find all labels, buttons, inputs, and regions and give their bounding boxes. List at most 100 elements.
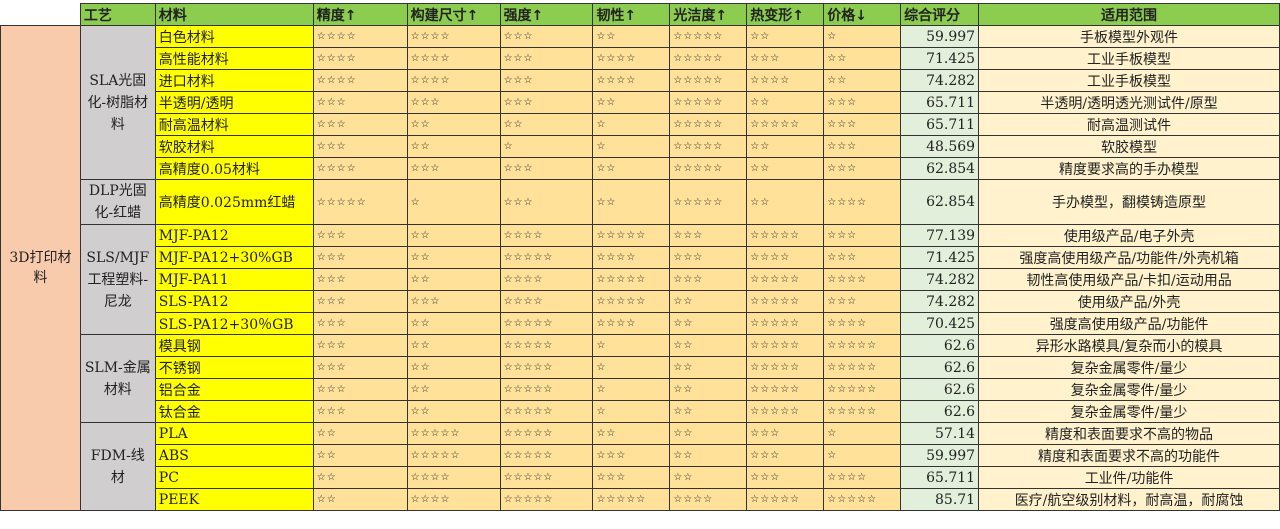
material-cell[interactable]: 耐高温材料 — [154, 113, 314, 136]
rating-strength-cell[interactable]: ☆☆ — [499, 113, 594, 136]
rating-heat-deflection-cell[interactable]: ☆☆☆☆☆ — [746, 378, 825, 401]
rating-precision-cell[interactable]: ☆☆☆ — [312, 334, 408, 357]
rating-build-size-cell[interactable]: ☆☆☆☆ — [406, 69, 501, 92]
rating-price-cell[interactable]: ☆ — [823, 422, 902, 445]
rating-precision-cell[interactable]: ☆☆☆☆ — [312, 69, 408, 92]
rating-build-size-cell[interactable]: ☆☆ — [406, 334, 501, 357]
material-cell[interactable]: ABS — [154, 444, 314, 467]
rating-toughness-cell[interactable]: ☆ — [592, 378, 671, 401]
rating-build-size-cell[interactable]: ☆☆☆☆☆ — [406, 422, 501, 445]
rating-toughness-cell[interactable]: ☆ — [592, 400, 671, 423]
rating-toughness-cell[interactable]: ☆☆☆☆ — [592, 312, 671, 335]
score-cell[interactable]: 62.854 — [900, 179, 980, 225]
rating-finish-cell[interactable]: ☆☆☆☆☆ — [669, 25, 748, 48]
rating-price-cell[interactable]: ☆ — [823, 444, 902, 467]
rating-build-size-cell[interactable]: ☆☆☆☆ — [406, 466, 501, 489]
rating-heat-deflection-cell[interactable]: ☆☆☆☆☆ — [746, 334, 825, 357]
rating-precision-cell[interactable]: ☆☆☆ — [312, 113, 408, 136]
process-cell[interactable]: DLP光固化-红蜡 — [79, 179, 156, 225]
rating-finish-cell[interactable]: ☆☆☆ — [669, 246, 748, 269]
usage-cell[interactable]: 精度要求高的手办模型 — [978, 157, 1280, 180]
rating-build-size-cell[interactable]: ☆☆ — [406, 400, 501, 423]
score-cell[interactable]: 65.711 — [900, 113, 980, 136]
score-cell[interactable]: 57.14 — [900, 422, 980, 445]
rating-build-size-cell[interactable]: ☆ — [406, 179, 501, 225]
material-cell[interactable]: 不锈钢 — [154, 356, 314, 379]
rating-strength-cell[interactable]: ☆☆☆☆☆ — [499, 378, 594, 401]
rating-finish-cell[interactable]: ☆☆ — [669, 422, 748, 445]
rating-finish-cell[interactable]: ☆☆☆☆☆ — [669, 91, 748, 114]
header-score[interactable]: 综合评分 — [900, 3, 980, 26]
rating-build-size-cell[interactable]: ☆☆ — [406, 268, 501, 291]
usage-cell[interactable]: 强度高使用级产品/功能件 — [978, 312, 1280, 335]
rating-heat-deflection-cell[interactable]: ☆☆☆☆☆ — [746, 400, 825, 423]
usage-cell[interactable]: 手办模型，翻模铸造原型 — [978, 179, 1280, 225]
rating-toughness-cell[interactable]: ☆☆☆☆ — [592, 69, 671, 92]
rating-price-cell[interactable]: ☆☆☆ — [823, 135, 902, 158]
rating-toughness-cell[interactable]: ☆ — [592, 135, 671, 158]
score-cell[interactable]: 74.282 — [900, 268, 980, 291]
material-cell[interactable]: 铝合金 — [154, 378, 314, 401]
rating-precision-cell[interactable]: ☆☆ — [312, 488, 408, 511]
usage-cell[interactable]: 强度高使用级产品/功能件/外壳机箱 — [978, 246, 1280, 269]
header-finish[interactable]: 光洁度↑ — [669, 3, 748, 26]
rating-precision-cell[interactable]: ☆☆ — [312, 466, 408, 489]
rating-finish-cell[interactable]: ☆☆ — [669, 356, 748, 379]
header-heat-deflection[interactable]: 热变形↑ — [746, 3, 825, 26]
usage-cell[interactable]: 复杂金属零件/量少 — [978, 378, 1280, 401]
rating-strength-cell[interactable]: ☆☆☆ — [499, 91, 594, 114]
rating-toughness-cell[interactable]: ☆ — [592, 113, 671, 136]
material-cell[interactable]: 高性能材料 — [154, 47, 314, 70]
rating-finish-cell[interactable]: ☆☆☆☆☆ — [669, 113, 748, 136]
rating-precision-cell[interactable]: ☆☆☆ — [312, 268, 408, 291]
rating-toughness-cell[interactable]: ☆☆☆☆☆ — [592, 268, 671, 291]
rating-strength-cell[interactable]: ☆☆☆☆☆ — [499, 400, 594, 423]
score-cell[interactable]: 62.6 — [900, 400, 980, 423]
rating-build-size-cell[interactable]: ☆☆ — [406, 378, 501, 401]
rating-build-size-cell[interactable]: ☆☆☆ — [406, 157, 501, 180]
rating-price-cell[interactable]: ☆☆☆☆ — [823, 312, 902, 335]
header-build-size[interactable]: 构建尺寸↑ — [406, 3, 501, 26]
material-cell[interactable]: PLA — [154, 422, 314, 445]
score-cell[interactable]: 77.139 — [900, 224, 980, 247]
rating-price-cell[interactable]: ☆☆ — [823, 47, 902, 70]
score-cell[interactable]: 62.6 — [900, 334, 980, 357]
rating-toughness-cell[interactable]: ☆☆☆☆☆ — [592, 488, 671, 511]
rating-heat-deflection-cell[interactable]: ☆☆☆☆ — [746, 69, 825, 92]
rating-heat-deflection-cell[interactable]: ☆☆☆ — [746, 466, 825, 489]
rating-heat-deflection-cell[interactable]: ☆☆ — [746, 179, 825, 225]
score-cell[interactable]: 71.425 — [900, 246, 980, 269]
rating-price-cell[interactable]: ☆☆☆ — [823, 157, 902, 180]
rating-build-size-cell[interactable]: ☆☆ — [406, 113, 501, 136]
category-cell[interactable]: 3D打印材料 — [0, 25, 81, 511]
rating-strength-cell[interactable]: ☆☆☆☆☆ — [499, 334, 594, 357]
score-cell[interactable]: 74.282 — [900, 290, 980, 313]
score-cell[interactable]: 62.6 — [900, 378, 980, 401]
usage-cell[interactable]: 精度和表面要求不高的物品 — [978, 422, 1280, 445]
rating-heat-deflection-cell[interactable]: ☆☆ — [746, 25, 825, 48]
rating-precision-cell[interactable]: ☆☆☆ — [312, 91, 408, 114]
header-material[interactable]: 材料 — [154, 3, 314, 26]
material-cell[interactable]: MJF-PA12 — [154, 224, 314, 247]
rating-build-size-cell[interactable]: ☆☆☆ — [406, 91, 501, 114]
rating-heat-deflection-cell[interactable]: ☆☆ — [746, 157, 825, 180]
rating-heat-deflection-cell[interactable]: ☆☆☆☆☆ — [746, 488, 825, 511]
rating-finish-cell[interactable]: ☆☆ — [669, 312, 748, 335]
material-cell[interactable]: 高精度0.025mm红蜡 — [154, 179, 314, 225]
process-cell[interactable]: SLA光固化-树脂材料 — [79, 25, 156, 180]
rating-finish-cell[interactable]: ☆☆☆☆☆ — [669, 135, 748, 158]
rating-heat-deflection-cell[interactable]: ☆☆☆☆☆ — [746, 356, 825, 379]
material-cell[interactable]: MJF-PA11 — [154, 268, 314, 291]
rating-precision-cell[interactable]: ☆☆☆ — [312, 224, 408, 247]
rating-precision-cell[interactable]: ☆☆☆ — [312, 356, 408, 379]
material-cell[interactable]: 高精度0.05材料 — [154, 157, 314, 180]
material-cell[interactable]: SLS-PA12 — [154, 290, 314, 313]
material-cell[interactable]: 进口材料 — [154, 69, 314, 92]
process-cell[interactable]: SLS/MJF工程塑料-尼龙 — [79, 224, 156, 335]
score-cell[interactable]: 74.282 — [900, 69, 980, 92]
material-cell[interactable]: PEEK — [154, 488, 314, 511]
score-cell[interactable]: 62.6 — [900, 356, 980, 379]
rating-precision-cell[interactable]: ☆☆☆☆ — [312, 47, 408, 70]
rating-precision-cell[interactable]: ☆☆☆ — [312, 135, 408, 158]
header-strength[interactable]: 强度↑ — [499, 3, 594, 26]
